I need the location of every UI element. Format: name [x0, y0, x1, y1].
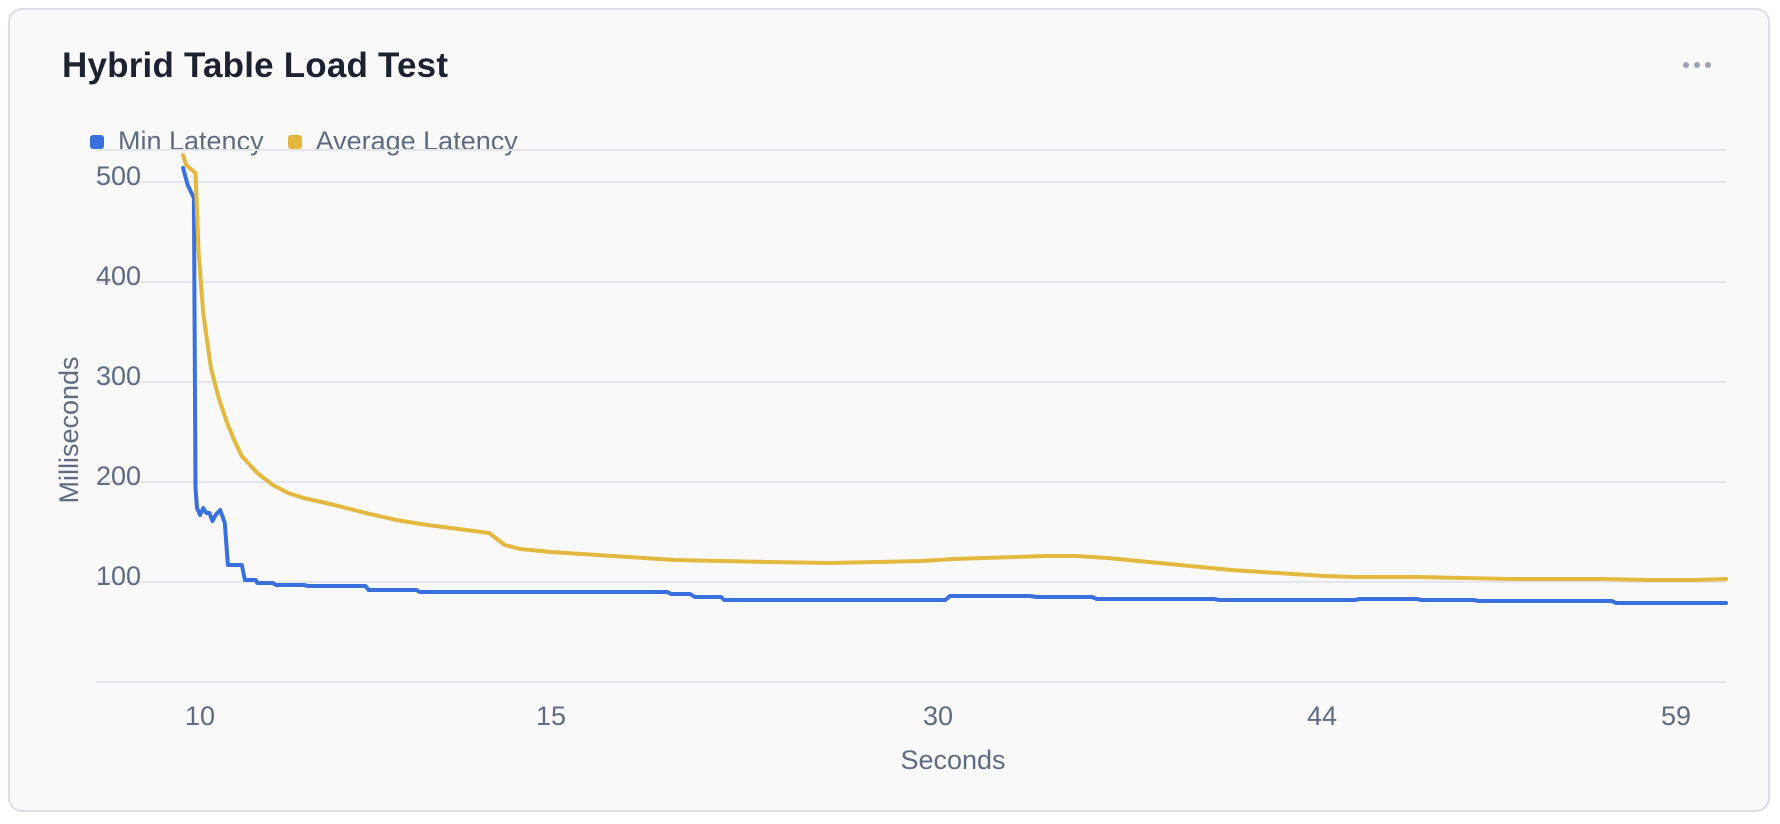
- legend-swatch-min-latency: [90, 134, 104, 149]
- chart-card: Hybrid Table Load Test: [8, 8, 1770, 812]
- y-tick-label: 300: [96, 361, 141, 391]
- more-horizontal-icon: [1683, 62, 1711, 68]
- y-tick-label: 100: [96, 561, 141, 591]
- x-tick-label: 10: [185, 701, 215, 731]
- y-tick-label: 500: [96, 161, 141, 191]
- x-tick-label: 44: [1307, 701, 1337, 731]
- more-options-button[interactable]: [1672, 50, 1722, 80]
- y-axis-title: Milliseconds: [54, 356, 84, 503]
- x-tick-label: 59: [1661, 701, 1691, 731]
- legend-swatch-average-latency: [287, 134, 302, 149]
- series-line-min-latency: [181, 166, 1728, 605]
- y-tick-label: 200: [96, 461, 141, 491]
- x-axis-title: Seconds: [900, 745, 1005, 775]
- y-tick-label: 400: [96, 261, 141, 291]
- card-title: Hybrid Table Load Test: [62, 46, 449, 85]
- x-tick-label: 15: [536, 701, 566, 731]
- series-line-average-latency: [181, 153, 1728, 582]
- x-tick-label: 30: [923, 701, 953, 731]
